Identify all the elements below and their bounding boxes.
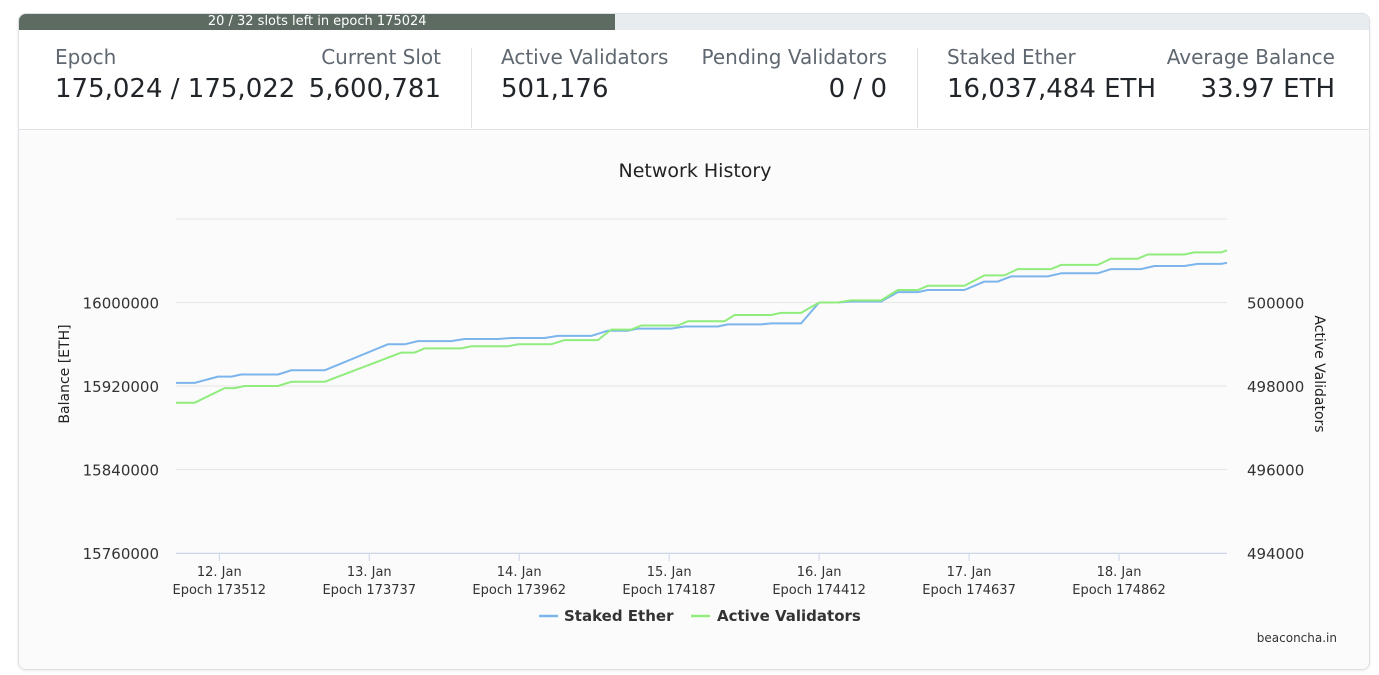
x-axis-date-label: 12. Jan [197, 565, 242, 580]
x-axis-date-label: 13. Jan [347, 565, 392, 580]
stat-epoch-value: 175,024 / 175,022 [55, 74, 296, 104]
x-axis-epoch-label: Epoch 173962 [472, 583, 566, 598]
x-axis-epoch-label: Epoch 174637 [922, 583, 1016, 598]
epoch-progress-label: 20 / 32 slots left in epoch 175024 [207, 14, 427, 29]
stat-average-balance-label: Average Balance [1166, 45, 1335, 69]
chart-series [176, 249, 1228, 404]
stat-staked-ether-value: 16,037,484 ETH [947, 74, 1156, 104]
stat-current-slot-value: 5,600,781 [308, 74, 441, 104]
right-axis-tick-label: 494000 [1247, 545, 1304, 563]
left-axis-title: Balance [ETH] [57, 324, 73, 423]
x-axis-date-label: 18. Jan [1097, 565, 1142, 580]
right-axis-tick-label: 496000 [1247, 462, 1304, 480]
right-axis-title: Active Validators [1311, 315, 1327, 432]
network-stats-row: Epoch 175,024 / 175,022 Current Slot 5,6… [19, 30, 1369, 130]
staked-ether-series-line [176, 261, 1228, 384]
x-axis-date-label: 14. Jan [497, 565, 542, 580]
left-axis-ticks: 16000000 15920000 15840000 15760000 [83, 295, 159, 564]
stat-average-balance-value: 33.97 ETH [1200, 74, 1335, 104]
right-axis-tick-label: 500000 [1247, 295, 1304, 313]
left-axis-tick-label: 15920000 [83, 378, 159, 396]
x-axis-epoch-label: Epoch 174862 [1072, 583, 1166, 598]
network-stats-card: 20 / 32 slots left in epoch 175024 Epoch… [18, 13, 1370, 670]
right-axis-ticks: 500000 498000 496000 494000 [1247, 295, 1304, 564]
x-axis-date-label: 15. Jan [647, 565, 692, 580]
epoch-progress-bar: 20 / 32 slots left in epoch 175024 [19, 14, 1369, 30]
left-axis-tick-label: 15840000 [83, 462, 159, 480]
epoch-progress-fill: 20 / 32 slots left in epoch 175024 [19, 14, 616, 30]
x-axis-epoch-label: Epoch 174187 [622, 583, 716, 598]
active-validators-series-line [176, 249, 1228, 404]
x-axis-epoch-label: Epoch 173512 [173, 583, 267, 598]
right-axis-tick-label: 498000 [1247, 378, 1304, 396]
stat-pending-validators-value: 0 / 0 [828, 74, 887, 104]
x-axis-date-label: 16. Jan [797, 565, 842, 580]
left-axis-tick-label: 15760000 [83, 545, 159, 563]
stat-epoch-label: Epoch [55, 45, 117, 69]
x-axis-epoch-label: Epoch 173737 [322, 583, 416, 598]
stat-active-validators-value: 501,176 [501, 74, 609, 104]
stat-divider [471, 48, 472, 128]
left-axis-tick-label: 16000000 [83, 295, 159, 313]
x-axis-date-label: 17. Jan [947, 565, 992, 580]
stat-staked-ether-label: Staked Ether [947, 45, 1076, 69]
legend-item-label: Active Validators [717, 607, 861, 625]
chart-title: Network History [619, 160, 772, 182]
chart-legend: Staked Ether Active Validators [539, 607, 861, 625]
stat-divider [917, 48, 918, 128]
chart-credit-link[interactable]: beaconcha.in [1256, 631, 1337, 645]
stat-current-slot-label: Current Slot [321, 45, 441, 69]
x-axis-ticks: 12. Jan Epoch 173512 13. Jan Epoch 173737 14… [173, 553, 1166, 598]
chart-grid [176, 218, 1227, 554]
x-axis-epoch-label: Epoch 174412 [772, 583, 866, 598]
stat-active-validators-label: Active Validators [501, 45, 669, 69]
network-history-chart-area: Network History Balance [ETH] Active Val… [19, 131, 1369, 669]
network-history-chart: Network History Balance [ETH] Active Val… [57, 160, 1327, 625]
legend-item-label: Staked Ether [564, 607, 674, 625]
stat-pending-validators-label: Pending Validators [701, 45, 887, 69]
